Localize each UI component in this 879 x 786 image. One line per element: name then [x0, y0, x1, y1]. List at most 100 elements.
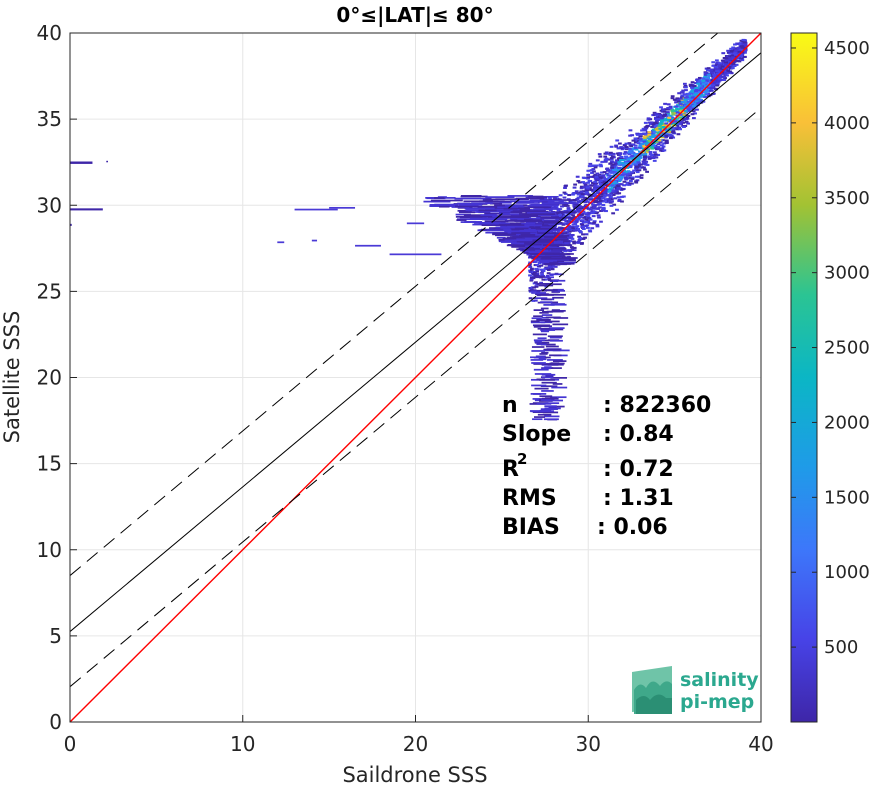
heat-cell	[680, 94, 685, 97]
heat-cell	[590, 227, 595, 230]
heat-cell	[672, 98, 677, 101]
heat-cell	[577, 235, 582, 238]
heat-cell	[540, 226, 557, 229]
heat-cell	[677, 92, 682, 95]
heat-cell	[595, 188, 600, 191]
heat-cell	[613, 164, 618, 167]
heat-cell	[614, 189, 619, 192]
colorbar-tick-label: 3000	[824, 263, 870, 284]
heat-cell	[664, 115, 669, 118]
heat-cell	[526, 211, 556, 214]
heat-cell	[617, 166, 621, 169]
heat-cell	[655, 122, 660, 125]
heat-cell	[592, 164, 596, 167]
heat-cell	[609, 204, 614, 207]
heat-cell	[572, 246, 577, 249]
heat-cell	[591, 168, 596, 171]
heat-cell	[581, 225, 586, 228]
heat-cell	[646, 140, 651, 143]
heat-cell	[592, 192, 597, 195]
heat-cell	[622, 184, 626, 187]
heat-cell	[668, 126, 673, 129]
heat-cell	[579, 190, 584, 193]
heat-cell	[741, 38, 746, 41]
heat-cell	[650, 135, 655, 138]
heat-cell	[568, 209, 573, 212]
heat-cell	[644, 127, 649, 130]
colorbar-tick-label: 1500	[824, 487, 870, 508]
heat-cell	[570, 225, 575, 228]
y-tick-label: 40	[37, 21, 62, 45]
heat-cell	[737, 49, 742, 52]
heat-cell	[581, 205, 585, 209]
heat-cell	[696, 98, 701, 101]
heat-cell	[628, 143, 633, 146]
heat-cell	[507, 195, 533, 197]
heat-cell	[567, 218, 572, 221]
heat-cell	[658, 134, 662, 137]
heat-cell	[525, 237, 542, 240]
fit-lines	[70, 33, 761, 722]
heat-cell	[660, 108, 665, 111]
heat-cell	[612, 166, 617, 169]
heat-cell	[664, 134, 669, 137]
heat-cell	[666, 103, 671, 106]
heat-cell	[637, 150, 642, 153]
heat-cell	[718, 70, 723, 73]
y-tick-label: 35	[37, 107, 62, 131]
heat-cell	[662, 142, 667, 145]
heat-cell	[665, 129, 669, 132]
heat-cell	[601, 206, 606, 209]
heat-cell	[537, 232, 550, 234]
heat-cell	[645, 132, 649, 135]
heat-cell	[541, 298, 552, 301]
heat-cell	[576, 227, 580, 231]
heat-cell	[659, 106, 663, 109]
heat-cell	[648, 152, 653, 156]
heat-cell	[458, 211, 476, 214]
heat-cell	[717, 62, 722, 65]
heat-cell	[623, 160, 628, 163]
heat-cell	[600, 171, 604, 174]
heat-cell	[608, 153, 613, 156]
heat-cell	[586, 169, 591, 172]
heat-cell	[569, 246, 574, 249]
heat-cell	[593, 204, 598, 207]
heat-cell	[521, 222, 543, 225]
heat-cell	[485, 196, 515, 198]
heat-cell	[655, 131, 660, 134]
heat-cell	[543, 304, 555, 306]
heat-cell	[604, 151, 609, 154]
heat-cell	[734, 52, 739, 55]
heat-cell	[603, 155, 608, 158]
heat-cell	[733, 43, 737, 46]
heat-cell	[589, 169, 594, 172]
heat-cell	[559, 227, 564, 230]
heat-cell	[663, 118, 668, 121]
heat-cell	[534, 341, 550, 344]
heat-cell	[535, 253, 554, 255]
heat-cell	[615, 190, 619, 193]
heat-cell	[664, 132, 669, 135]
heat-cell	[690, 88, 695, 91]
heat-cell	[713, 67, 718, 70]
heat-cell	[581, 210, 586, 213]
heat-cell	[664, 139, 669, 142]
heat-cell	[741, 46, 745, 49]
heat-cell	[583, 212, 588, 215]
heat-cell	[679, 98, 684, 101]
heat-cell	[641, 154, 646, 157]
heat-cell	[665, 113, 670, 116]
heat-cell	[712, 75, 717, 78]
stat-value-r2: : 0.72	[603, 457, 674, 482]
heat-cell	[620, 174, 624, 177]
heat-cell	[540, 307, 549, 310]
y-tick-label: 25	[37, 279, 62, 303]
x-tick-label: 0	[64, 732, 77, 756]
heat-cell	[690, 91, 694, 94]
heat-cell	[730, 67, 735, 70]
heat-cell	[634, 158, 639, 161]
heat-cell	[728, 61, 733, 64]
heat-cell	[735, 50, 739, 53]
heat-cell	[589, 184, 594, 187]
